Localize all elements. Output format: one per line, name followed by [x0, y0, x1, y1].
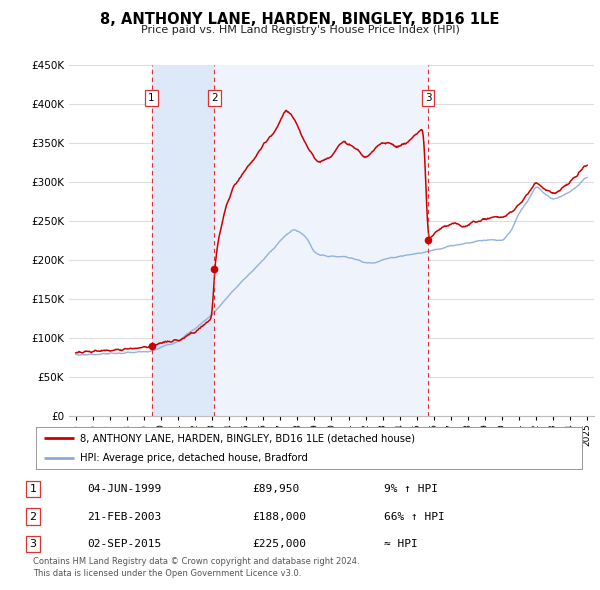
Text: 02-SEP-2015: 02-SEP-2015	[87, 539, 161, 549]
Text: HPI: Average price, detached house, Bradford: HPI: Average price, detached house, Brad…	[80, 454, 308, 463]
Text: 66% ↑ HPI: 66% ↑ HPI	[384, 512, 445, 522]
Text: 2: 2	[29, 512, 37, 522]
Text: 1: 1	[29, 484, 37, 494]
Text: 9% ↑ HPI: 9% ↑ HPI	[384, 484, 438, 494]
Text: Price paid vs. HM Land Registry's House Price Index (HPI): Price paid vs. HM Land Registry's House …	[140, 25, 460, 35]
Text: 1: 1	[148, 93, 155, 103]
Text: 8, ANTHONY LANE, HARDEN, BINGLEY, BD16 1LE: 8, ANTHONY LANE, HARDEN, BINGLEY, BD16 1…	[100, 12, 500, 27]
Text: 8, ANTHONY LANE, HARDEN, BINGLEY, BD16 1LE (detached house): 8, ANTHONY LANE, HARDEN, BINGLEY, BD16 1…	[80, 433, 415, 443]
Text: 3: 3	[425, 93, 431, 103]
Text: £89,950: £89,950	[252, 484, 299, 494]
Bar	[214, 65, 428, 416]
Text: ≈ HPI: ≈ HPI	[384, 539, 418, 549]
Text: £225,000: £225,000	[252, 539, 306, 549]
Bar	[151, 65, 214, 416]
Text: 04-JUN-1999: 04-JUN-1999	[87, 484, 161, 494]
Text: £188,000: £188,000	[252, 512, 306, 522]
Text: 2: 2	[211, 93, 218, 103]
Text: Contains HM Land Registry data © Crown copyright and database right 2024.
This d: Contains HM Land Registry data © Crown c…	[33, 558, 359, 578]
Text: 3: 3	[29, 539, 37, 549]
Text: 21-FEB-2003: 21-FEB-2003	[87, 512, 161, 522]
